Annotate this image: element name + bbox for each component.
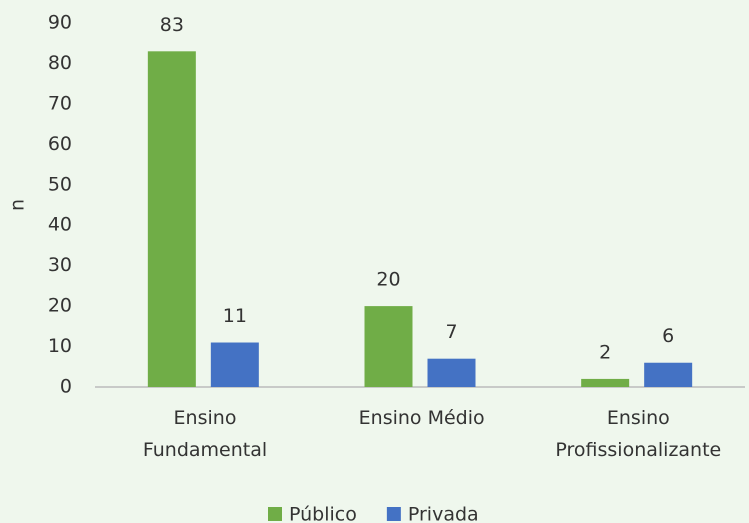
x-tick-label: Ensino Profissionalizante bbox=[555, 407, 722, 461]
x-tick-label: Ensino Médio bbox=[358, 407, 485, 429]
y-tick-label: 80 bbox=[48, 52, 72, 74]
bar bbox=[644, 362, 693, 387]
y-tick-label: 0 bbox=[60, 376, 72, 398]
legend-swatch bbox=[386, 507, 401, 521]
legend-label: Privada bbox=[408, 504, 479, 523]
legend-swatch bbox=[268, 507, 282, 521]
bar bbox=[581, 378, 630, 387]
y-axis-label: n bbox=[7, 199, 29, 211]
bar bbox=[364, 306, 413, 387]
y-tick-label: 30 bbox=[48, 254, 72, 276]
data-label: 2 bbox=[599, 341, 611, 363]
bar bbox=[427, 358, 476, 387]
y-tick-label: 70 bbox=[48, 92, 72, 114]
y-tick-label: 40 bbox=[48, 214, 72, 236]
data-label: 20 bbox=[376, 269, 400, 291]
x-tick-label: Ensino Fundamental bbox=[142, 407, 268, 461]
y-tick-label: 90 bbox=[48, 12, 72, 34]
y-tick-label: 10 bbox=[48, 335, 72, 357]
data-label: 83 bbox=[160, 14, 184, 36]
legend-label: Público bbox=[289, 504, 357, 523]
y-tick-label: 20 bbox=[48, 295, 72, 317]
y-tick-label: 60 bbox=[48, 133, 72, 155]
data-label: 6 bbox=[662, 325, 674, 347]
bar bbox=[210, 342, 259, 387]
y-tick-label: 50 bbox=[48, 173, 72, 195]
data-label: 11 bbox=[223, 305, 247, 327]
bar bbox=[147, 51, 196, 388]
data-label: 7 bbox=[445, 321, 457, 343]
